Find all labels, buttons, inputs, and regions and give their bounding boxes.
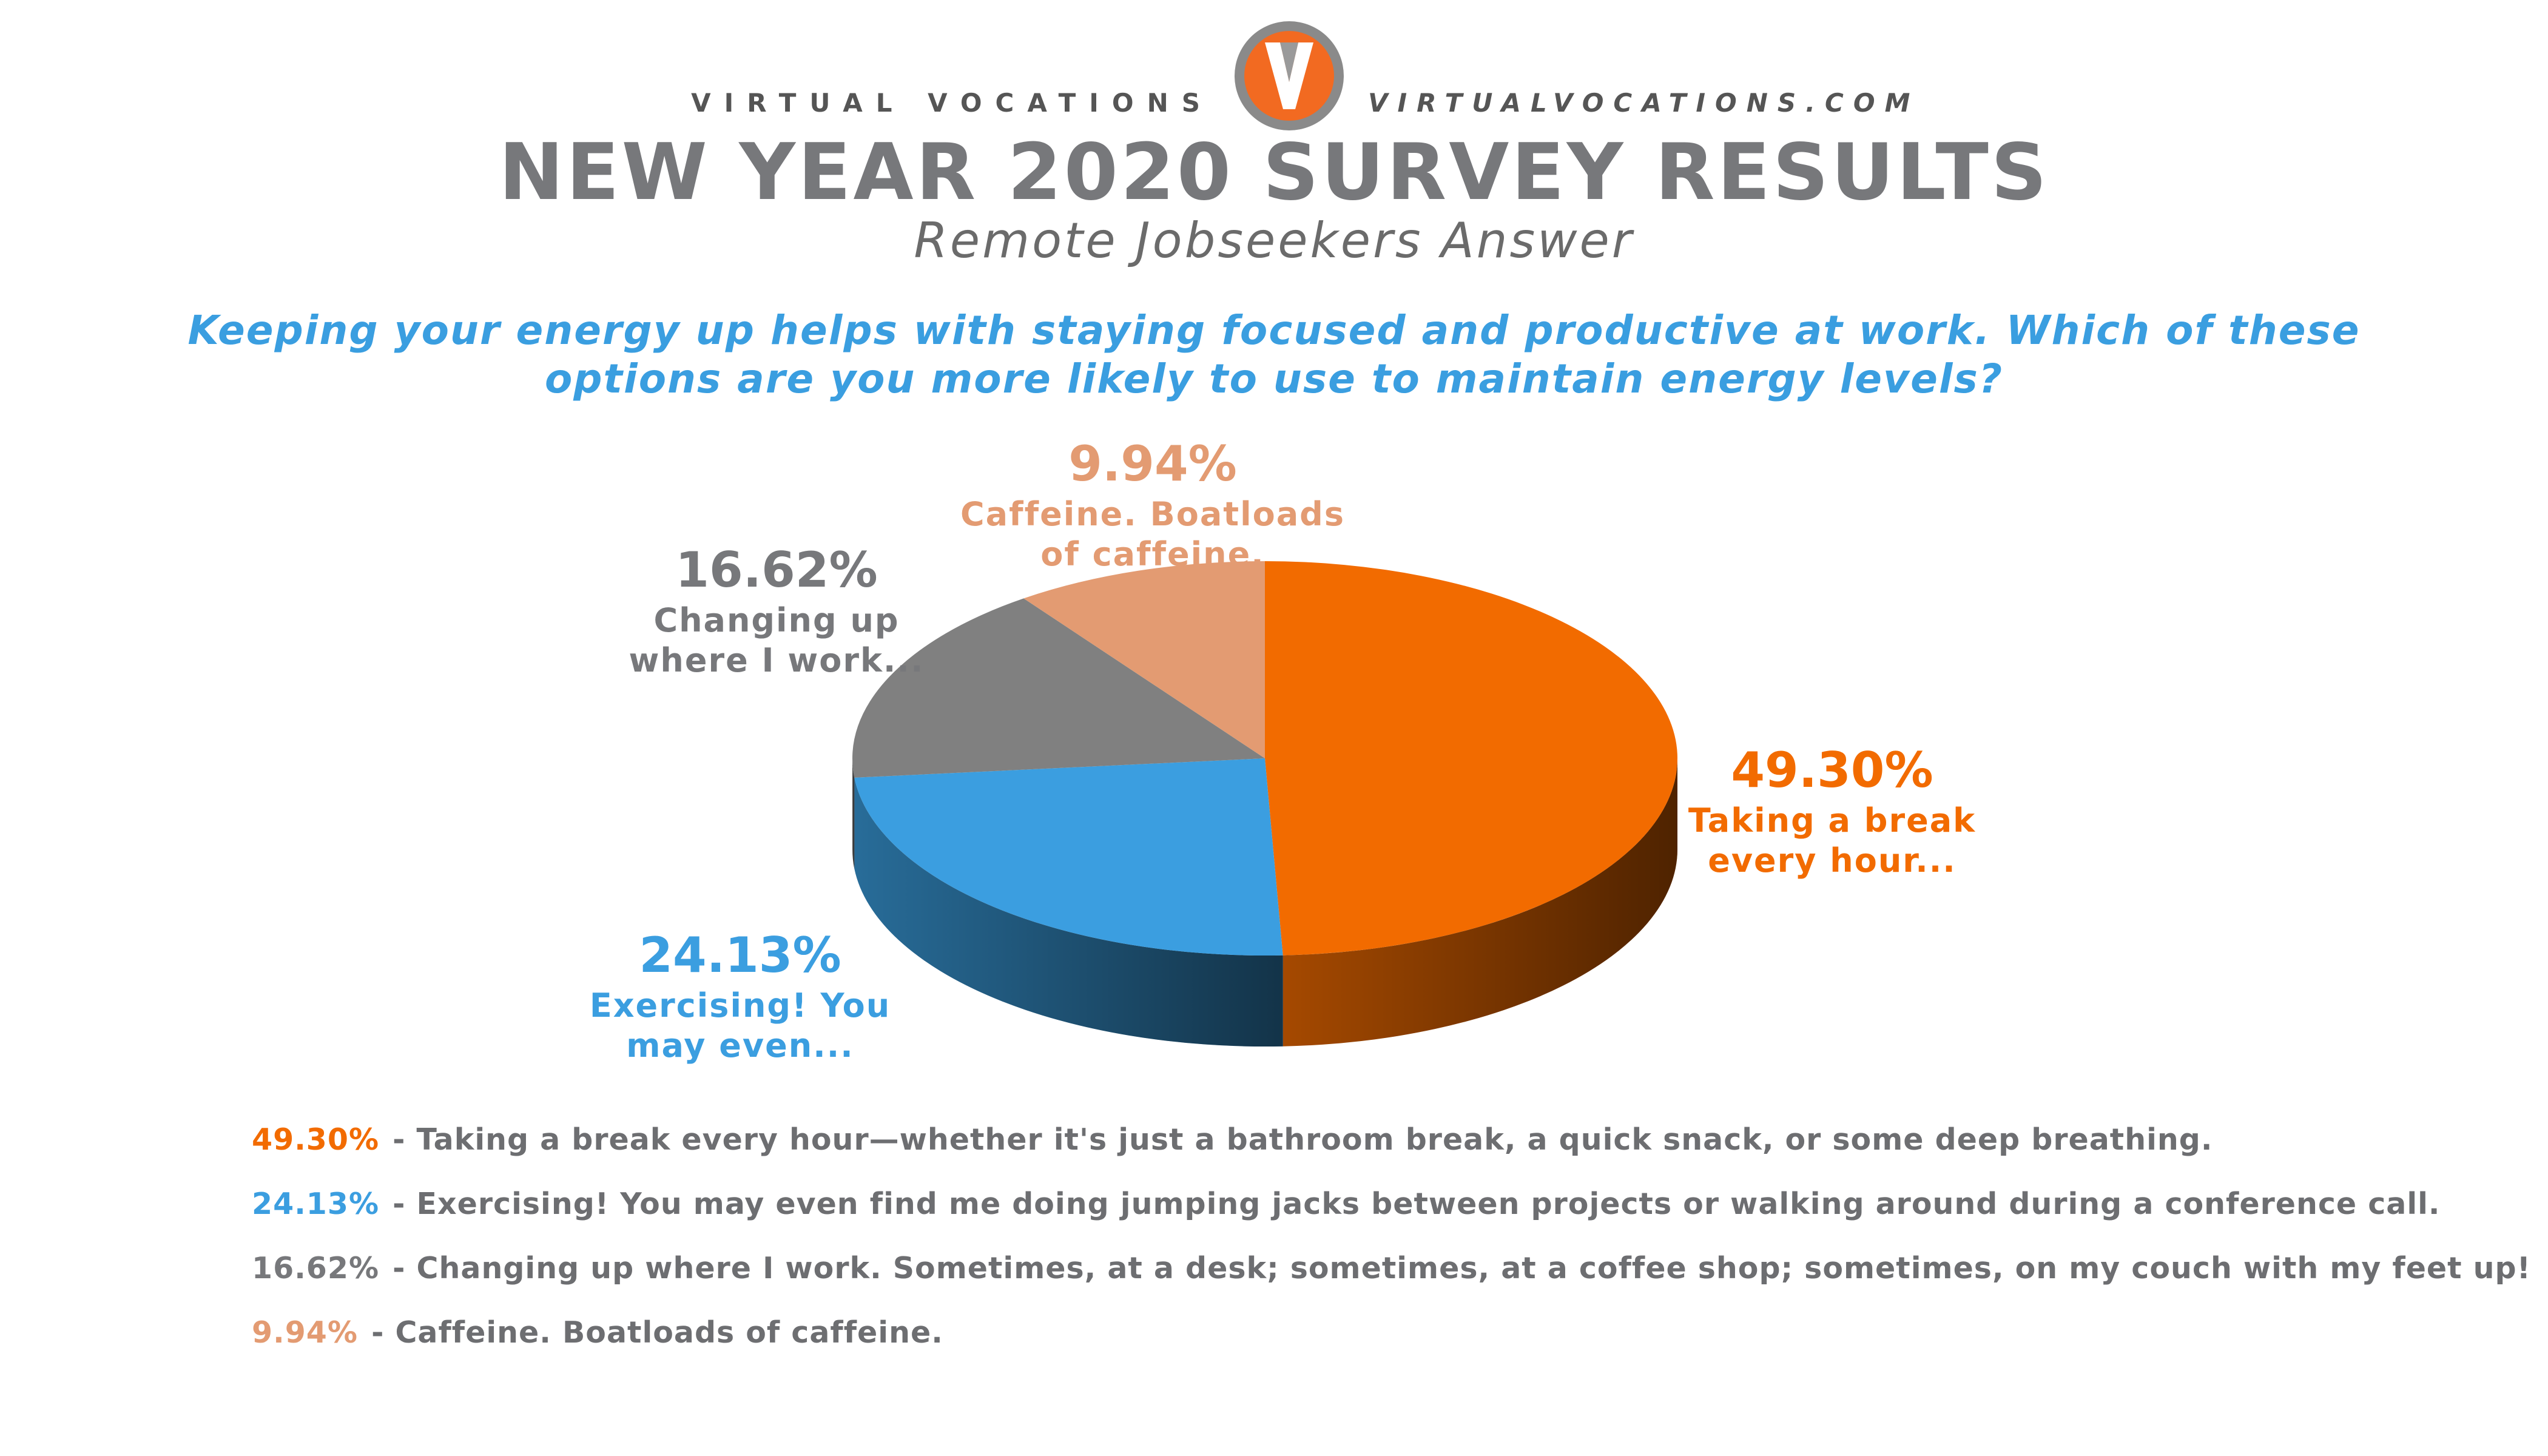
legend-text: - Caffeine. Boatloads of caffeine.	[371, 1315, 943, 1350]
slice-value-label: 16.62%	[675, 542, 878, 598]
legend-value: 9.94%	[252, 1315, 358, 1350]
legend-item: 24.13% - Exercising! You may even find m…	[252, 1187, 2440, 1251]
legend: 49.30% - Taking a break every hour—wheth…	[252, 1122, 2530, 1380]
slice-value-label: 9.94%	[1068, 436, 1237, 492]
pie-slice	[852, 598, 1265, 778]
brand-name: VIRTUAL VOCATIONS	[691, 88, 1213, 118]
legend-item: 9.94% - Caffeine. Boatloads of caffeine.	[252, 1315, 2436, 1380]
brand-header: VIRTUAL VOCATIONS VIRTUALVOCATIONS.COM	[0, 18, 2548, 158]
legend-item: 49.30% - Taking a break every hour—wheth…	[252, 1122, 2436, 1187]
slice-value-label: 49.30%	[1731, 742, 1933, 798]
page-title: NEW YEAR 2020 SURVEY RESULTS	[499, 127, 2049, 218]
slice-category-label: Changing up	[653, 601, 900, 639]
slice-value-label: 24.13%	[639, 927, 841, 983]
slice-label-exercise: 24.13% Exercising! You may even...	[582, 925, 898, 1066]
pie-slice	[854, 758, 1283, 956]
slice-label-caffeine: 9.94% Caffeine. Boatloads of caffeine.	[946, 434, 1359, 575]
slice-label-workplace: 16.62% Changing up where I work...	[625, 540, 928, 681]
logo-icon	[1235, 21, 1344, 130]
pie-slice	[1023, 561, 1265, 758]
slice-category-label: Exercising! You	[589, 986, 891, 1025]
legend-text: - Changing up where I work. Sometimes, a…	[393, 1251, 2531, 1286]
slice-category-label: every hour...	[1708, 841, 1956, 880]
legend-text: - Taking a break every hour—whether it's…	[393, 1122, 2213, 1157]
pie-slice	[1265, 561, 1677, 956]
pie-slice-side-shade	[1282, 758, 1677, 1046]
brand-url: VIRTUALVOCATIONS.COM	[1368, 88, 1920, 118]
slice-category-label: may even...	[626, 1026, 854, 1065]
pie-slice-side-shade	[852, 758, 855, 869]
slice-label-break: 49.30% Taking a break every hour...	[1680, 740, 1984, 881]
slice-category-label: Taking a break	[1688, 801, 1977, 840]
legend-value: 24.13%	[252, 1187, 380, 1221]
slice-category-label: of caffeine.	[1040, 535, 1265, 573]
legend-value: 16.62%	[252, 1251, 380, 1286]
survey-question: Keeping your energy up helps with stayin…	[187, 307, 2361, 402]
legend-text: - Exercising! You may even find me doing…	[393, 1187, 2441, 1221]
slice-category-label: Caffeine. Boatloads	[960, 495, 1345, 533]
legend-item: 16.62% - Changing up where I work. Somet…	[252, 1251, 2530, 1315]
pie-slice-side-shade	[854, 777, 1283, 1046]
legend-value: 49.30%	[252, 1122, 380, 1157]
slice-category-label: where I work...	[629, 641, 925, 679]
page-subtitle: Remote Jobseekers Answer	[914, 212, 1634, 269]
